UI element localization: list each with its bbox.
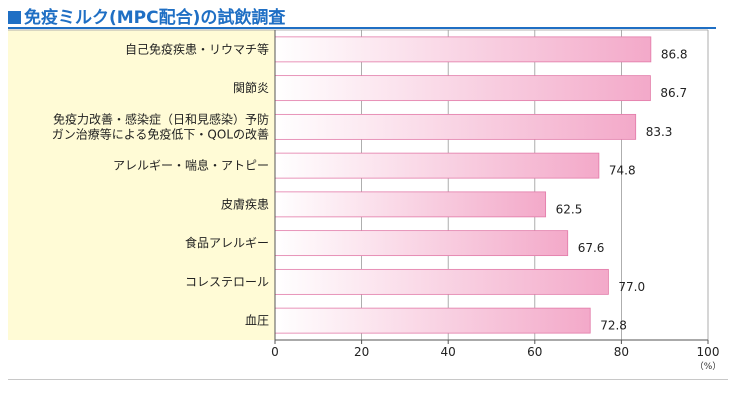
value-label: 74.8 [609, 164, 636, 178]
x-tick-label: 100 [697, 345, 720, 359]
value-label: 86.7 [660, 86, 687, 100]
x-tick-label: 0 [271, 345, 279, 359]
chart-title-text: 免疫ミルク(MPC配合)の試飲調査 [24, 8, 286, 28]
category-label-panel [8, 30, 275, 340]
x-unit-label: （%） [695, 361, 722, 372]
bar [274, 268, 609, 295]
x-tick-label: 40 [441, 345, 456, 359]
value-label: 77.0 [618, 280, 645, 294]
bar [274, 75, 651, 102]
category-label: ガン治療等による免疫低下・QOLの改善 [52, 126, 269, 141]
value-label: 83.3 [646, 125, 673, 139]
bar [274, 230, 569, 257]
value-label: 86.8 [661, 47, 688, 61]
value-label: 67.6 [578, 241, 605, 255]
bar [274, 113, 637, 140]
bar [274, 307, 591, 334]
category-label: コレステロール [185, 275, 269, 289]
category-label: 自己免疫疾患・リウマチ等 [125, 41, 269, 56]
header-rule [8, 27, 716, 29]
x-tick-label: 60 [527, 345, 542, 359]
bar [274, 191, 547, 218]
category-label: 食品アレルギー [185, 235, 269, 250]
category-label: アレルギー・喘息・アトピー [113, 158, 269, 173]
x-tick-label: 80 [614, 345, 629, 359]
bar [274, 36, 652, 63]
title-square-icon [8, 11, 21, 24]
category-label: 皮膚疾患 [221, 196, 269, 211]
category-label: 免疫力改善・感染症（日和見感染）予防 [53, 111, 269, 126]
bar [274, 152, 600, 179]
value-label: 72.8 [600, 319, 627, 333]
category-label: 関節炎 [233, 80, 269, 95]
category-label: 血圧 [245, 314, 269, 328]
chart-title: 免疫ミルク(MPC配合)の試飲調査 [8, 3, 285, 28]
x-tick-label: 20 [354, 345, 369, 359]
value-label: 62.5 [556, 202, 583, 216]
footer-rule [8, 379, 728, 380]
